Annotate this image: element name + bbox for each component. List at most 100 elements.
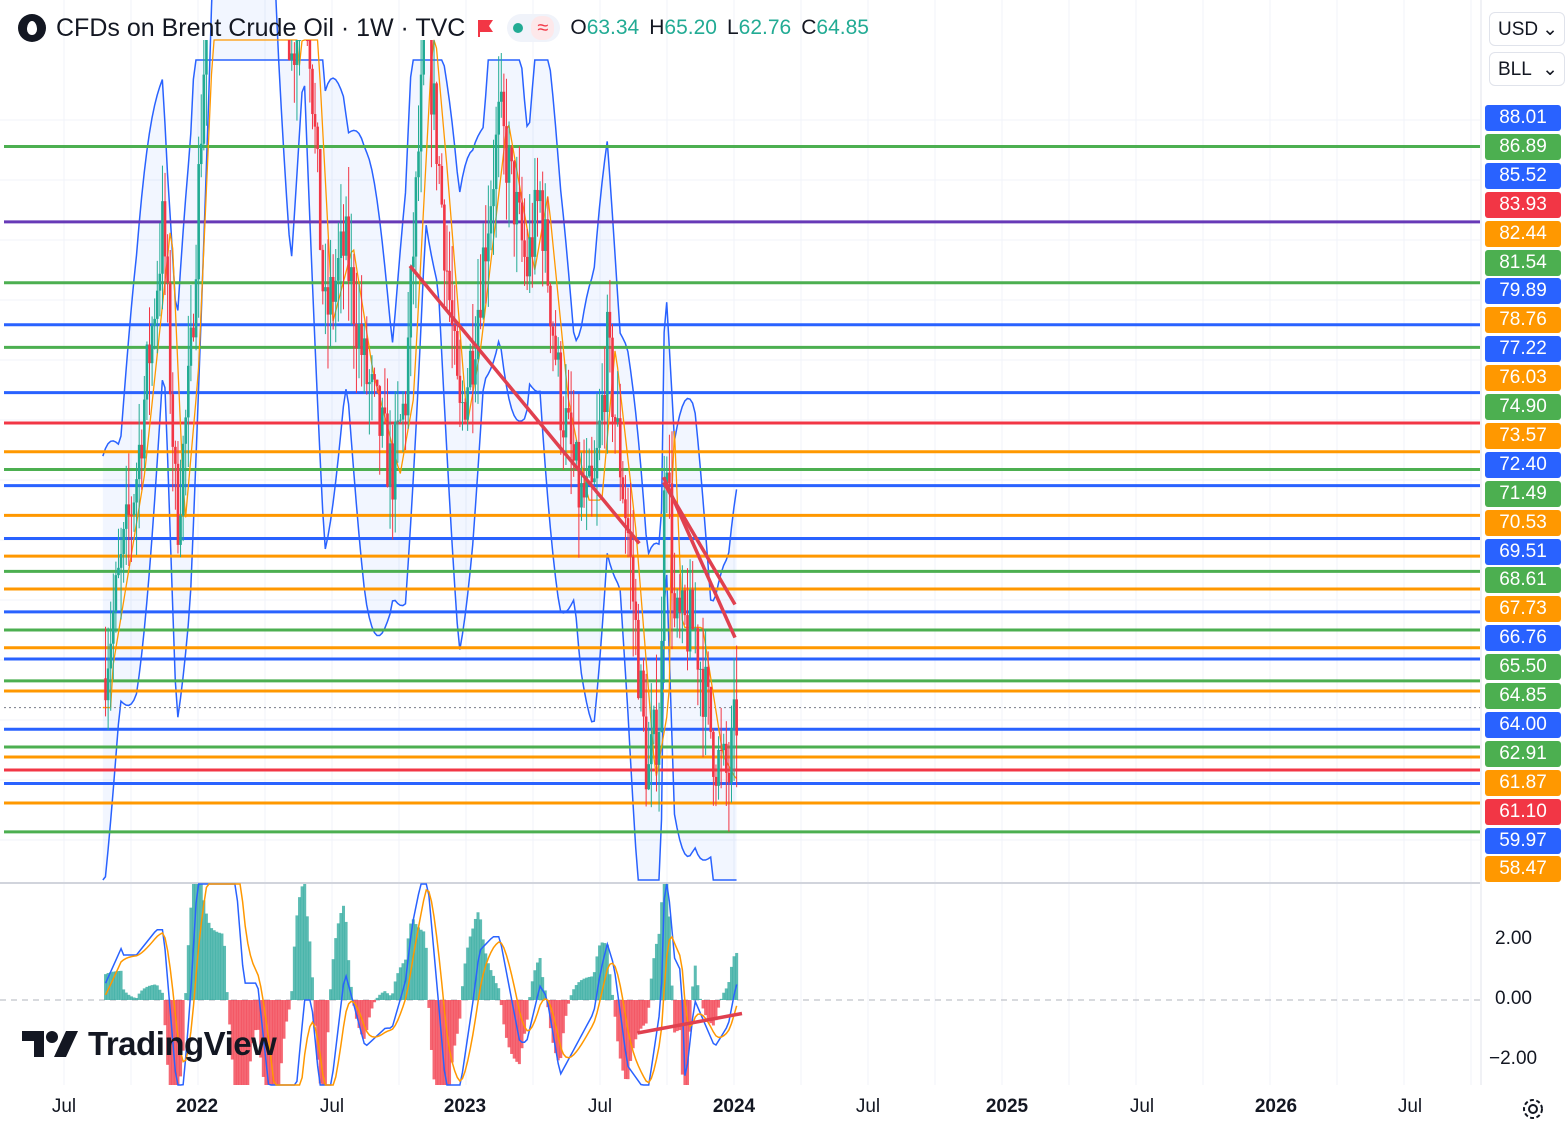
gear-icon[interactable] <box>1519 1095 1547 1123</box>
histogram-bar <box>127 994 131 1000</box>
candle-body <box>675 597 679 619</box>
candle-body <box>386 413 389 487</box>
candle-body <box>130 515 133 517</box>
histogram-bar <box>272 1000 276 1085</box>
candle-body <box>637 619 640 699</box>
candle-body <box>693 628 697 630</box>
histogram-bar <box>321 1000 325 1085</box>
candle-body <box>701 668 705 717</box>
symbol-title[interactable]: CFDs on Brent Crude Oil · 1W · TVC <box>56 13 466 42</box>
histogram-bar <box>274 1000 278 1085</box>
histogram-bar <box>132 997 136 1000</box>
candle-body <box>518 191 521 203</box>
candle-body <box>507 147 511 183</box>
candle-body <box>432 83 436 115</box>
candle-body <box>305 40 309 41</box>
price-tag: 69.51 <box>1485 538 1561 565</box>
histogram-bar <box>693 965 697 1000</box>
histogram-bar <box>153 984 157 1000</box>
unit-select[interactable]: BLL ⌄ <box>1489 52 1565 86</box>
candle-body <box>339 231 343 258</box>
candle-body <box>391 443 394 500</box>
histogram-bar <box>367 1000 371 1018</box>
histogram-bar <box>631 1000 635 1049</box>
candle-body <box>484 247 488 262</box>
histogram-bar <box>448 1000 452 1085</box>
histogram-bar <box>719 998 723 1000</box>
time-axis-label: Jul <box>319 1096 345 1117</box>
histogram-bar <box>598 945 602 1000</box>
histogram-bar <box>636 1000 640 1034</box>
histogram-bar <box>318 1000 322 1084</box>
histogram-bar <box>354 1000 358 1019</box>
histogram-bar <box>223 945 227 1000</box>
candle-body <box>347 216 350 282</box>
candle-body <box>528 237 532 277</box>
candle-body <box>419 74 423 152</box>
candle-body <box>569 412 573 445</box>
histogram-bar <box>409 923 413 1000</box>
histogram-bar <box>629 1000 633 1061</box>
histogram-bar <box>424 947 428 1000</box>
price-tag: 82.44 <box>1485 220 1561 247</box>
tradingview-logo[interactable]: TradingView <box>22 1025 277 1063</box>
histogram-bar <box>507 1000 511 1048</box>
price-tag: 73.57 <box>1485 422 1561 449</box>
candle-body <box>541 190 544 251</box>
indicator-status-pill[interactable]: ≈ <box>507 14 561 42</box>
histogram-bar <box>520 1000 524 1049</box>
histogram-bar <box>329 989 333 1000</box>
histogram-bar <box>406 938 410 1000</box>
flag-icon[interactable] <box>475 17 497 39</box>
candle-body <box>119 553 123 568</box>
histogram-bar <box>471 928 475 1000</box>
candle-body <box>375 379 379 387</box>
candles <box>104 40 738 832</box>
histogram-bar <box>323 1000 327 1085</box>
candle-body <box>468 350 472 388</box>
histogram-bar <box>326 1000 330 1033</box>
histogram-bar <box>116 971 120 1000</box>
price-tag: 74.90 <box>1485 394 1561 420</box>
histogram-bar <box>504 1000 508 1038</box>
histogram-bar <box>623 1000 627 1080</box>
price-tag: 62.91 <box>1485 740 1561 767</box>
tradingview-wordmark: TradingView <box>88 1025 277 1062</box>
candle-body <box>525 256 529 277</box>
candle-body <box>600 395 604 421</box>
candle-body <box>699 668 702 670</box>
candle-body <box>577 441 581 508</box>
candle-body <box>145 344 149 400</box>
histogram-bar <box>396 973 400 1000</box>
symbol-logo-icon <box>18 14 46 42</box>
candle-body <box>598 420 601 448</box>
candle-body <box>631 556 635 602</box>
candle-body <box>492 189 495 207</box>
histogram-bar <box>256 1000 260 1030</box>
histogram-bar <box>717 1000 721 1008</box>
histogram-bar <box>189 907 193 1000</box>
histogram-bar <box>587 976 591 1000</box>
candle-body <box>293 53 296 65</box>
candle-body <box>502 91 506 127</box>
histogram-bar <box>419 929 423 1000</box>
candle-body <box>585 476 588 498</box>
histogram-bar <box>204 913 208 1000</box>
candle-body <box>166 256 169 283</box>
histogram-bar <box>603 943 607 1000</box>
currency-select[interactable]: USD ⌄ <box>1489 12 1565 46</box>
histogram-bar <box>210 928 214 1000</box>
candle-body <box>704 666 707 717</box>
candle-body <box>329 276 332 315</box>
histogram-bar <box>460 986 464 1000</box>
candle-body <box>722 743 726 751</box>
candle-body <box>556 352 560 360</box>
histogram-bar <box>696 985 700 1000</box>
candle-body <box>321 249 325 292</box>
histogram-bar <box>417 927 421 1000</box>
candle-body <box>554 335 557 360</box>
candle-body <box>538 190 542 202</box>
candle-body <box>686 615 689 652</box>
candle-body <box>587 465 591 477</box>
